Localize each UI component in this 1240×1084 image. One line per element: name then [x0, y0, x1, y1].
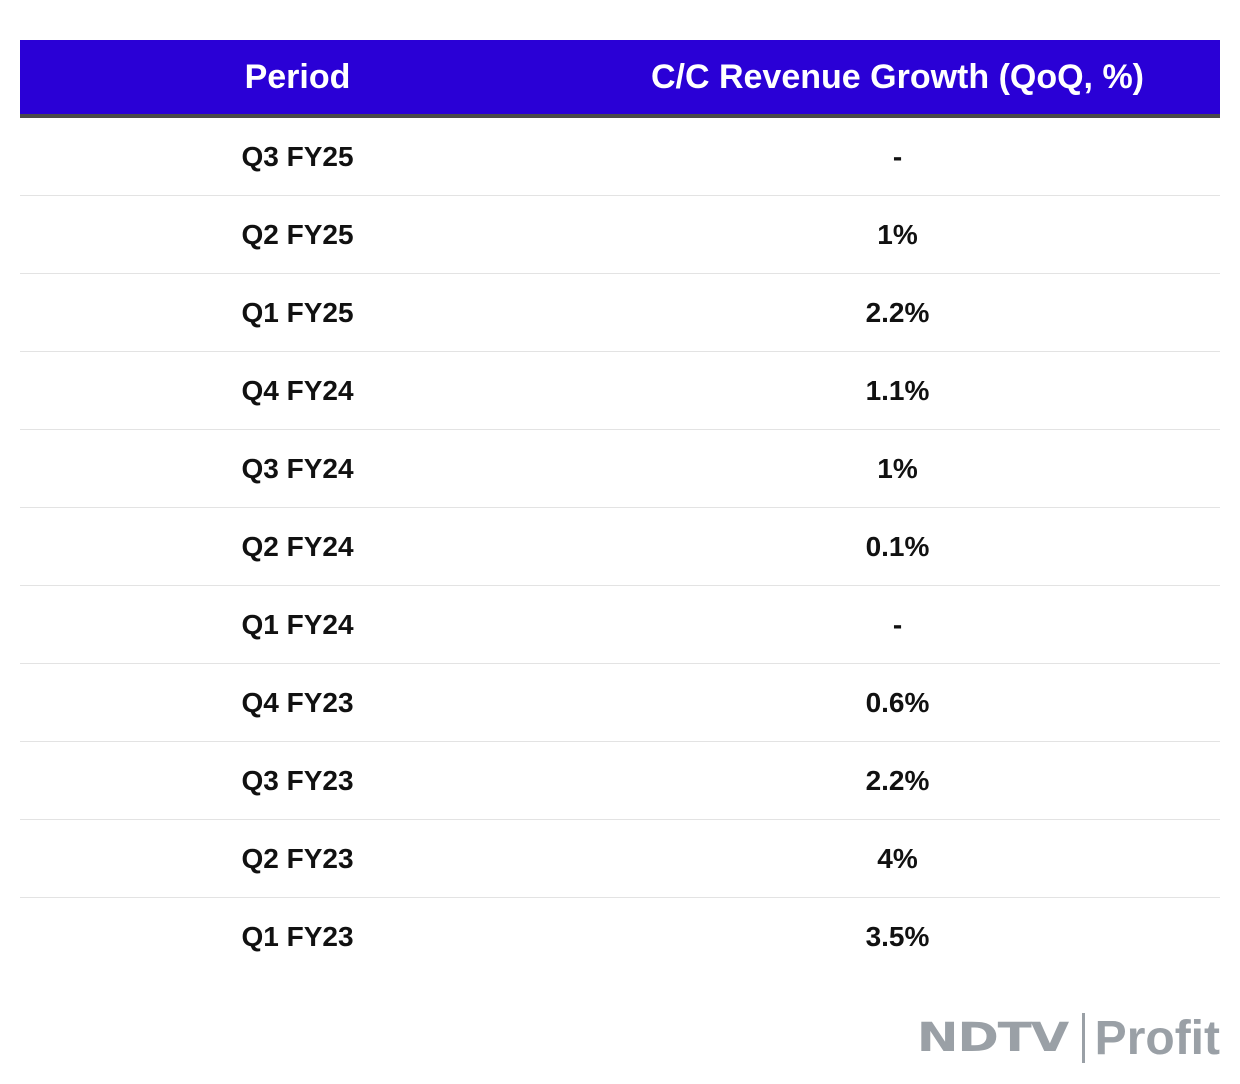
- period-cell: Q1 FY24: [241, 608, 354, 640]
- header-growth: C/C Revenue Growth (QoQ, %): [650, 57, 1145, 96]
- growth-cell: -: [892, 608, 903, 640]
- header-period: Period: [244, 57, 351, 96]
- period-cell: Q3 FY24: [241, 452, 354, 484]
- table-row: Q3 FY23 2.2%: [20, 742, 1220, 820]
- revenue-growth-table: Period C/C Revenue Growth (QoQ, %) Q3 FY…: [20, 40, 1220, 975]
- growth-cell: 0.1%: [865, 530, 930, 562]
- logo-product: Profit: [1094, 1011, 1220, 1065]
- table-row: Q4 FY24 1.1%: [20, 352, 1220, 430]
- growth-cell: 2.2%: [865, 764, 930, 796]
- period-cell: Q2 FY24: [241, 530, 354, 562]
- growth-cell: 4%: [877, 842, 918, 874]
- table-row: Q4 FY23 0.6%: [20, 664, 1220, 742]
- growth-cell: 1%: [877, 218, 918, 250]
- table-row: Q1 FY23 3.5%: [20, 898, 1220, 975]
- table-row: Q3 FY25 -: [20, 118, 1220, 196]
- table-row: Q1 FY24 -: [20, 586, 1220, 664]
- period-cell: Q1 FY25: [241, 296, 354, 328]
- period-cell: Q3 FY25: [241, 140, 354, 172]
- growth-cell: 1%: [877, 452, 918, 484]
- period-cell: Q2 FY23: [241, 842, 354, 874]
- table-row: Q2 FY24 0.1%: [20, 508, 1220, 586]
- table-row: Q1 FY25 2.2%: [20, 274, 1220, 352]
- table-row: Q2 FY23 4%: [20, 820, 1220, 898]
- period-cell: Q1 FY23: [241, 920, 354, 952]
- table-row: Q3 FY24 1%: [20, 430, 1220, 508]
- period-cell: Q4 FY23: [241, 686, 354, 718]
- table-header: Period C/C Revenue Growth (QoQ, %): [20, 40, 1220, 118]
- logo-divider: [1081, 1013, 1085, 1063]
- growth-cell: -: [892, 140, 903, 172]
- period-cell: Q3 FY23: [241, 764, 354, 796]
- growth-cell: 0.6%: [865, 686, 930, 718]
- period-cell: Q2 FY25: [241, 218, 354, 250]
- logo-brand: NDTV: [916, 1015, 1069, 1061]
- growth-cell: 1.1%: [865, 374, 930, 406]
- period-cell: Q4 FY24: [241, 374, 354, 406]
- table-row: Q2 FY25 1%: [20, 196, 1220, 274]
- growth-cell: 2.2%: [865, 296, 930, 328]
- growth-cell: 3.5%: [865, 920, 930, 952]
- ndtv-profit-logo: NDTV Profit: [917, 1011, 1220, 1065]
